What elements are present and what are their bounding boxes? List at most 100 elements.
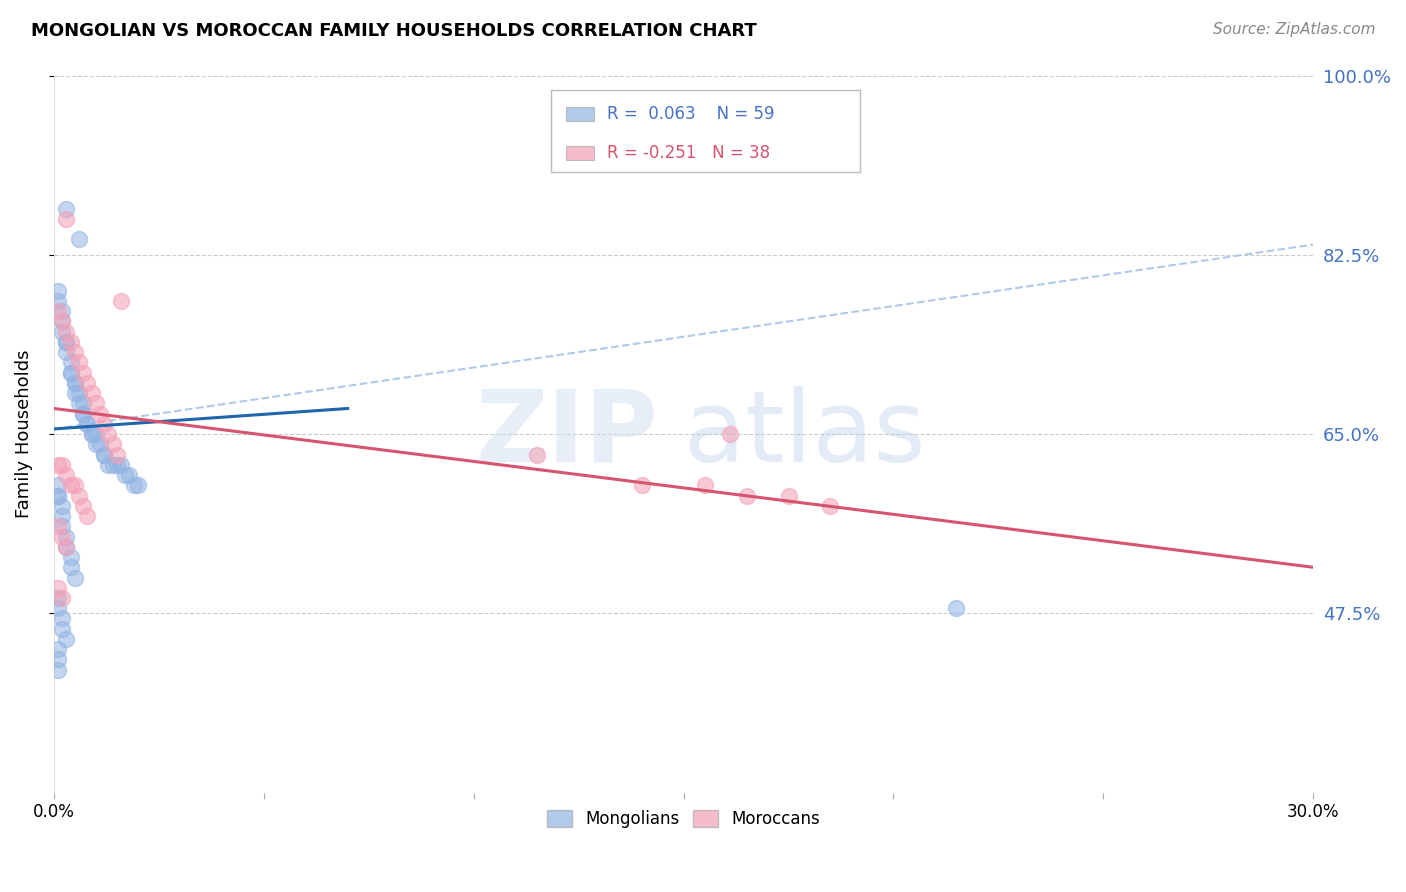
Point [63,478,86,492]
Text: Source: ZipAtlas.com: Source: ZipAtlas.com [1212,22,1375,37]
Point [84,427,107,442]
Point [51,499,73,513]
Point [46,304,69,318]
Point [55,540,77,554]
Point [693,478,716,492]
Point [76,417,98,431]
Point [59,334,82,349]
Point [59,478,82,492]
Point [114,468,136,483]
Point [63,386,86,401]
Point [51,591,73,605]
Point [55,529,77,543]
Point [46,591,69,605]
Point [46,642,69,657]
Point [526,448,548,462]
Point [55,334,77,349]
Point [72,366,94,380]
Point [110,293,132,308]
Point [46,519,69,533]
Point [51,458,73,472]
Text: MONGOLIAN VS MOROCCAN FAMILY HOUSEHOLDS CORRELATION CHART: MONGOLIAN VS MOROCCAN FAMILY HOUSEHOLDS … [31,22,756,40]
Point [46,652,69,666]
Bar [567,145,595,160]
Point [59,355,82,369]
Point [93,448,115,462]
Point [105,458,128,472]
Point [51,304,73,318]
Point [55,468,77,483]
Point [97,458,120,472]
Point [84,396,107,410]
Point [105,448,128,462]
Point [46,489,69,503]
Point [67,386,90,401]
Point [46,478,69,492]
Point [67,355,90,369]
Point [51,611,73,625]
Point [46,489,69,503]
Point [89,407,111,421]
Point [118,468,141,483]
Text: ZIP: ZIP [475,385,658,483]
Point [101,437,124,451]
Point [122,478,145,492]
Point [72,407,94,421]
Point [630,478,652,492]
Point [84,437,107,451]
Point [80,386,103,401]
Point [55,202,77,216]
Point [55,345,77,359]
Point [63,345,86,359]
Point [51,314,73,328]
Point [89,437,111,451]
Point [67,396,90,410]
Point [51,314,73,328]
Point [718,427,741,442]
Point [46,601,69,615]
Point [72,499,94,513]
Y-axis label: Family Households: Family Households [15,350,32,518]
Point [76,376,98,390]
Legend: Mongolians, Moroccans: Mongolians, Moroccans [540,803,827,835]
Point [67,489,90,503]
Point [93,417,115,431]
Text: atlas: atlas [683,385,925,483]
Point [51,325,73,339]
Point [101,458,124,472]
Point [110,458,132,472]
Point [55,325,77,339]
Text: R =  0.063    N = 59: R = 0.063 N = 59 [607,105,775,123]
Point [59,560,82,574]
Point [59,549,82,564]
Point [55,632,77,646]
Point [63,376,86,390]
Point [76,509,98,524]
Point [51,509,73,524]
Point [59,366,82,380]
Point [820,499,842,513]
Point [97,427,120,442]
Point [945,601,967,615]
Point [80,427,103,442]
Point [46,581,69,595]
Point [51,622,73,636]
Point [51,519,73,533]
Point [46,284,69,298]
FancyBboxPatch shape [551,90,860,172]
Point [67,232,90,246]
Point [46,458,69,472]
Text: R = -0.251   N = 38: R = -0.251 N = 38 [607,144,770,161]
Point [93,448,115,462]
Point [55,334,77,349]
Point [778,489,800,503]
Point [63,376,86,390]
Point [72,407,94,421]
Point [80,427,103,442]
Point [735,489,758,503]
Point [46,663,69,677]
Point [51,529,73,543]
Point [63,570,86,584]
Bar [567,107,595,121]
Point [76,417,98,431]
